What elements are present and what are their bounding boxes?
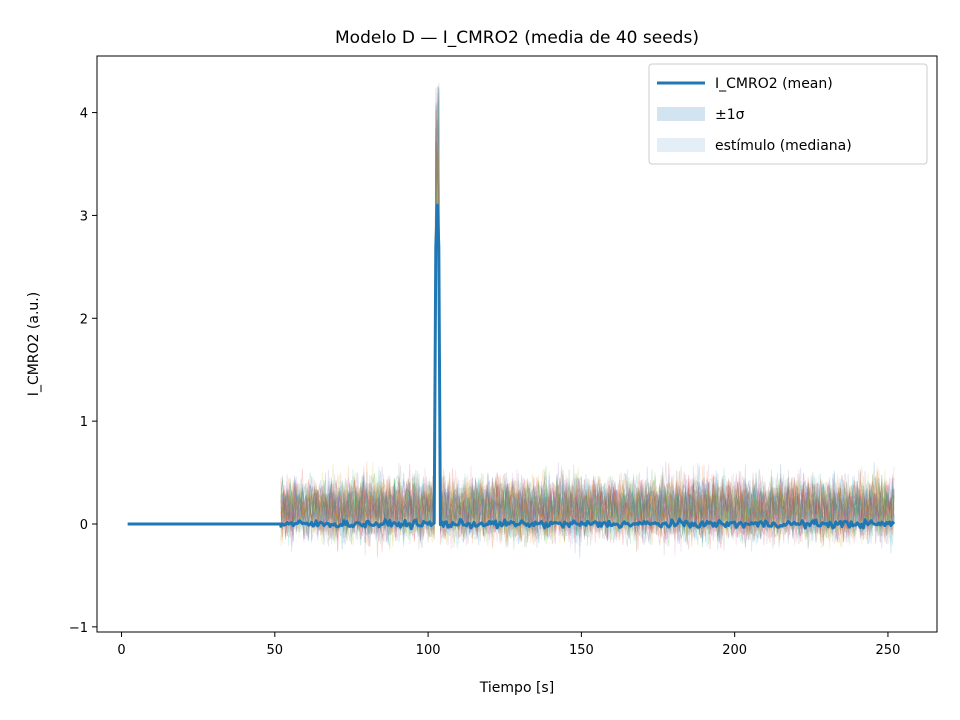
seed-trace — [280, 92, 895, 556]
plot-area — [127, 82, 896, 558]
seed-trace — [280, 158, 895, 558]
seed-trace — [280, 171, 895, 550]
seed-trace — [280, 86, 895, 546]
y-tick-label: 4 — [80, 107, 88, 122]
seed-trace — [280, 82, 895, 554]
y-tick-label: 1 — [80, 415, 88, 430]
seed-trace — [280, 128, 895, 546]
seed-trace — [280, 89, 895, 546]
seed-trace — [280, 86, 895, 554]
y-tick-label: 3 — [80, 209, 88, 224]
y-tick-label: 2 — [80, 312, 88, 327]
seed-trace — [280, 100, 895, 552]
x-tick-label: 50 — [267, 643, 284, 658]
seed-trace — [280, 143, 895, 556]
seed-trace — [280, 117, 895, 545]
seed-traces — [280, 82, 895, 558]
seed-trace — [280, 140, 895, 550]
seed-trace — [280, 128, 895, 548]
x-tick-label: 250 — [876, 643, 901, 658]
seed-trace — [280, 103, 895, 548]
x-axis-label: Tiempo [s] — [479, 680, 554, 696]
seed-trace — [280, 122, 895, 558]
seed-trace — [280, 116, 895, 548]
x-tick-label: 100 — [416, 643, 441, 658]
mean-series — [127, 203, 896, 531]
seed-trace — [280, 103, 895, 548]
seed-trace — [280, 85, 895, 547]
seed-trace — [280, 110, 895, 548]
x-tick-label: 150 — [569, 643, 594, 658]
legend-label: ±1σ — [715, 107, 745, 123]
y-axis-label: I_CMRO2 (a.u.) — [26, 292, 42, 396]
x-axis: 0 50 100 150 200 250 — [117, 632, 900, 658]
seed-trace — [280, 142, 895, 550]
y-axis: −1 0 1 2 3 4 — [69, 107, 97, 636]
seed-trace — [280, 120, 895, 542]
mean-line — [127, 203, 896, 531]
seed-trace — [280, 151, 895, 548]
legend: I_CMRO2 (mean) ±1σ estímulo (mediana) — [648, 63, 928, 165]
y-tick-label: −1 — [69, 621, 88, 636]
seed-trace — [280, 111, 895, 550]
x-tick-label: 0 — [117, 643, 125, 658]
seed-trace — [280, 120, 895, 556]
seed-trace — [280, 137, 895, 548]
legend-swatch — [657, 107, 705, 121]
x-tick-label: 200 — [722, 643, 747, 658]
plot-frame — [96, 55, 938, 633]
legend-swatch — [657, 138, 705, 152]
y-tick-label: 0 — [80, 518, 88, 533]
seed-trace — [280, 150, 895, 550]
legend-label: estímulo (mediana) — [715, 138, 852, 154]
seed-trace — [280, 88, 895, 550]
seed-trace — [280, 128, 895, 547]
seed-trace — [280, 88, 895, 552]
seed-trace — [280, 136, 895, 551]
seed-trace — [280, 141, 895, 543]
legend-box — [648, 63, 928, 165]
seed-trace — [280, 185, 895, 552]
seed-trace — [280, 99, 895, 544]
seed-trace — [280, 144, 895, 544]
seed-trace — [280, 101, 895, 552]
chart-title: Modelo D — I_CMRO2 (media de 40 seeds) — [335, 28, 699, 48]
seed-trace — [280, 85, 895, 550]
legend-label: I_CMRO2 (mean) — [715, 76, 833, 92]
